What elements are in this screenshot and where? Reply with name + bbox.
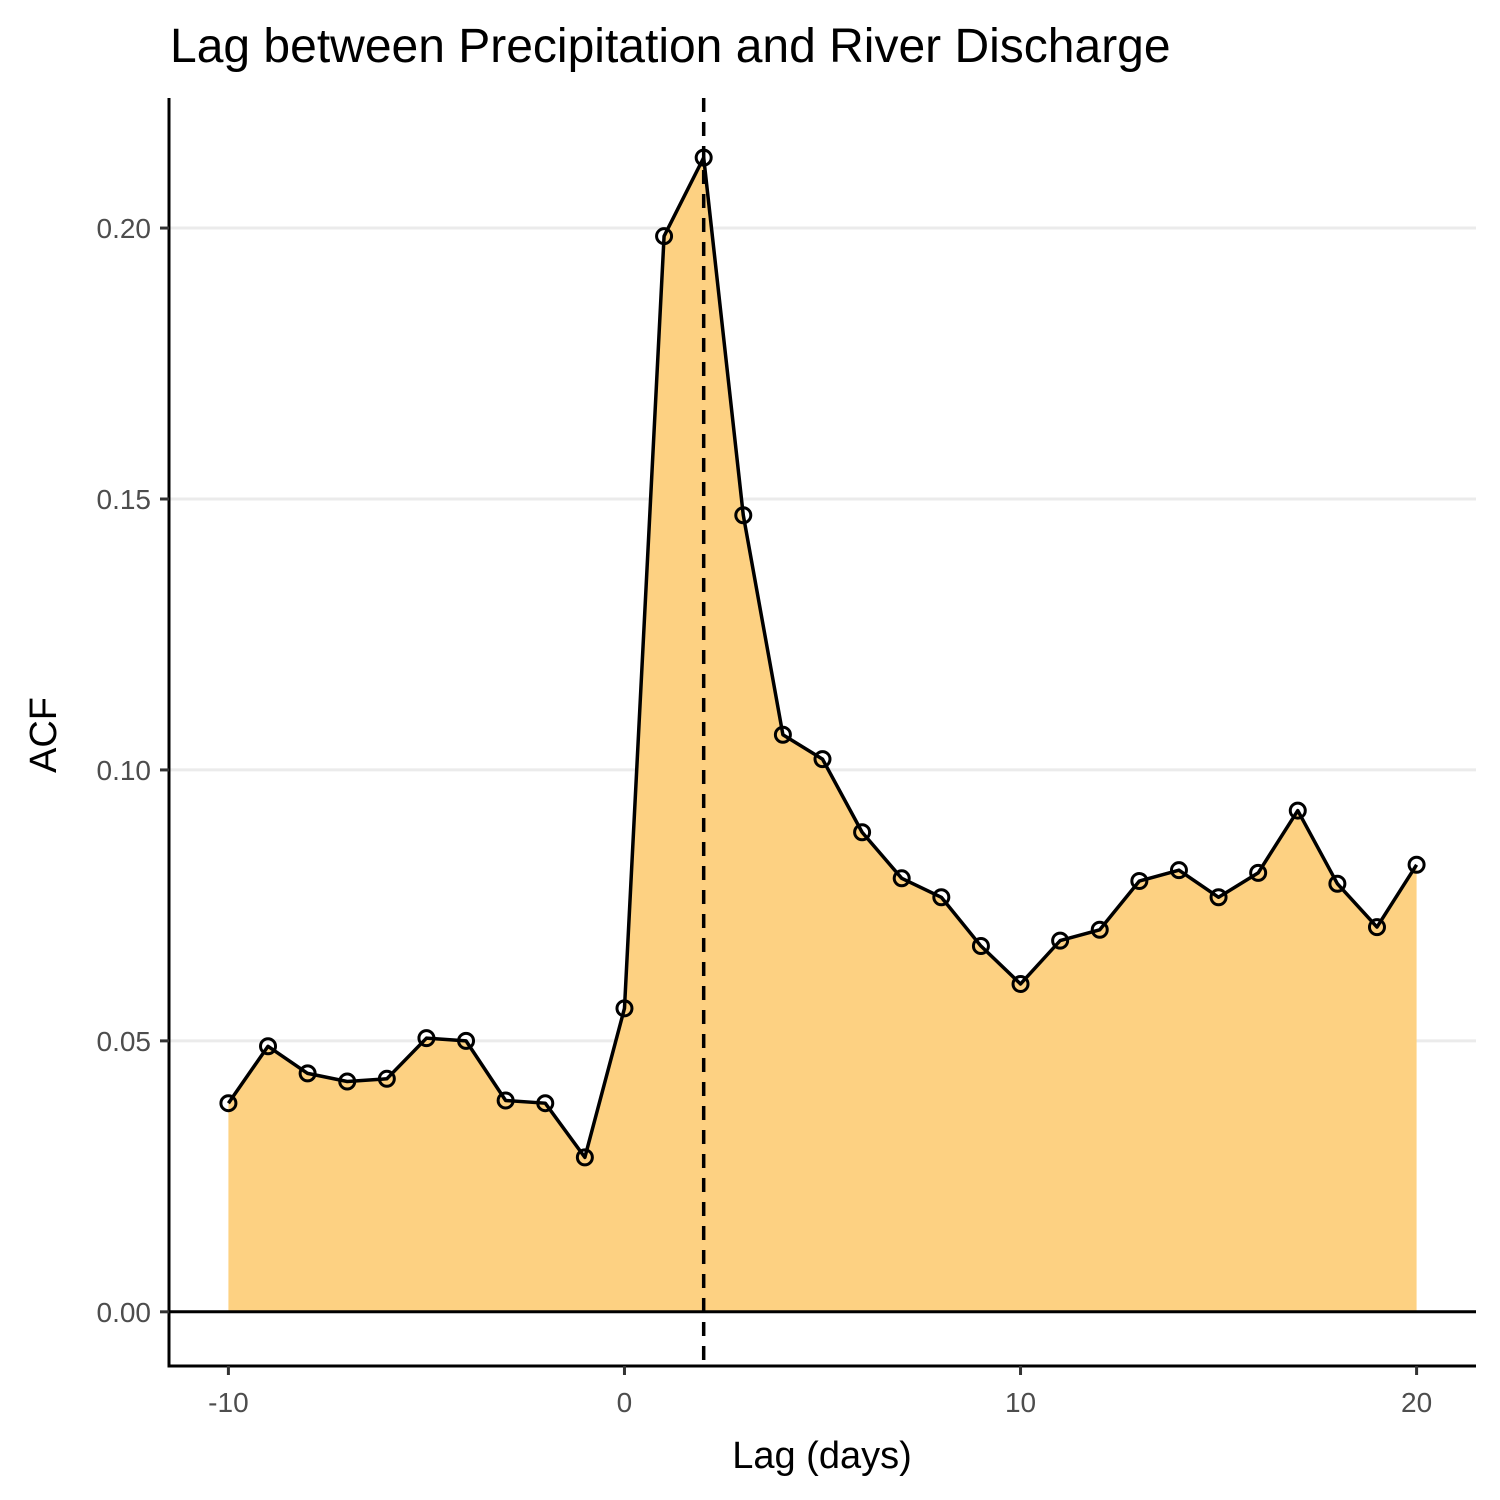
acf-point — [932, 888, 951, 907]
acf-point — [536, 1094, 555, 1113]
acf-point — [575, 1148, 594, 1167]
acf-point — [694, 148, 713, 167]
acf-point — [338, 1072, 357, 1091]
y-tick-label: 0.20 — [97, 213, 152, 244]
acf-point — [496, 1091, 515, 1110]
y-axis-title: ACF — [23, 697, 65, 773]
acf-line — [226, 155, 1419, 1160]
acf-point — [1209, 888, 1228, 907]
y-tick-label: 0.15 — [97, 484, 152, 515]
y-tick-label: 0.05 — [97, 1026, 152, 1057]
acf-point — [853, 823, 872, 842]
acf-point — [655, 227, 674, 246]
ticks: 0.00 0.05 0.10 0.15 0.20 -10 0 10 20 — [97, 213, 1433, 1418]
acf-point — [457, 1031, 476, 1050]
acf-point — [259, 1037, 278, 1056]
acf-point — [1249, 863, 1268, 882]
acf-point — [773, 725, 792, 744]
acf-point — [1367, 918, 1386, 937]
x-axis-title: Lag (days) — [732, 1435, 912, 1477]
x-tick-label: 0 — [617, 1387, 633, 1418]
y-tick-label: 0.10 — [97, 755, 152, 786]
acf-point — [1090, 920, 1109, 939]
acf-point — [1051, 931, 1070, 950]
acf-point — [1328, 874, 1347, 893]
x-tick-label: 20 — [1401, 1387, 1432, 1418]
acf-point — [892, 869, 911, 888]
acf-point — [1130, 872, 1149, 891]
acf-point — [971, 937, 990, 956]
acf-point — [1407, 855, 1426, 874]
axes — [167, 98, 1476, 1368]
acf-point — [813, 750, 832, 769]
acf-point — [615, 999, 634, 1018]
area-under-acf — [228, 157, 1417, 1312]
reference-lines — [169, 98, 1476, 1366]
acf-point — [734, 506, 753, 525]
acf-point — [377, 1069, 396, 1088]
x-tick-label: -10 — [208, 1387, 248, 1418]
y-tick-label: 0.00 — [97, 1297, 152, 1328]
acf-point — [219, 1094, 238, 1113]
acf-point — [417, 1029, 436, 1048]
acf-point — [1011, 974, 1030, 993]
acf-point — [1288, 801, 1307, 820]
acf-point — [1169, 861, 1188, 880]
area-fill — [228, 157, 1417, 1312]
x-tick-label: 10 — [1005, 1387, 1036, 1418]
acf-point — [298, 1064, 317, 1083]
chart-title: Lag between Precipitation and River Disc… — [170, 20, 1171, 73]
acf-series — [219, 148, 1426, 1167]
